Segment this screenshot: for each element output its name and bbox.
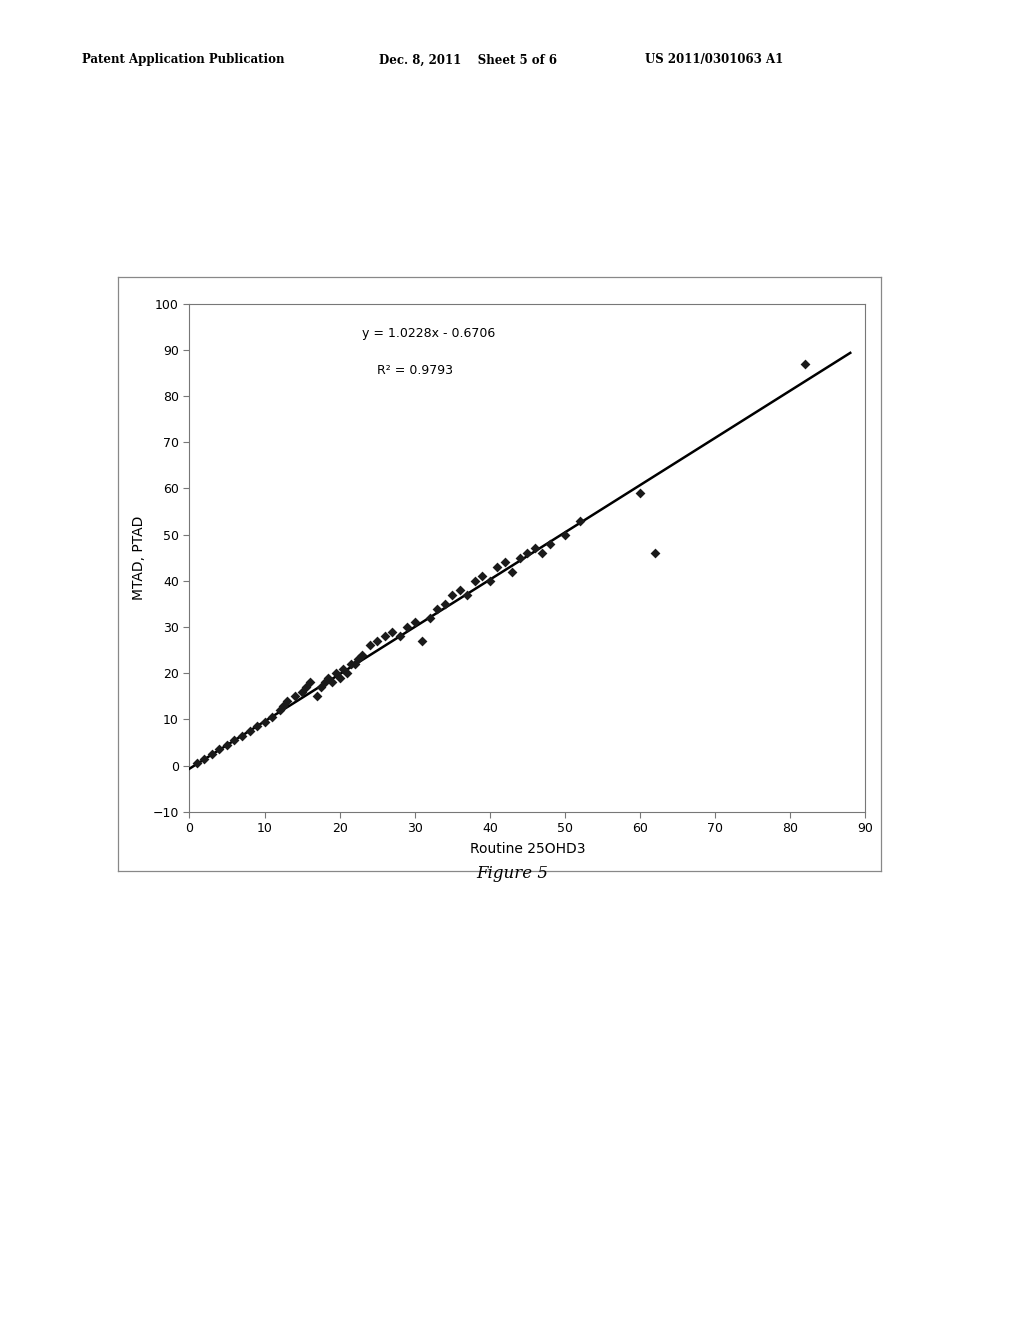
- Point: [384, 622, 400, 643]
- Point: [346, 653, 362, 675]
- Text: Dec. 8, 2011    Sheet 5 of 6: Dec. 8, 2011 Sheet 5 of 6: [379, 53, 557, 66]
- Text: y = 1.0228x - 0.6706: y = 1.0228x - 0.6706: [362, 327, 496, 339]
- Point: [489, 557, 506, 578]
- Point: [452, 579, 468, 601]
- Point: [242, 721, 258, 742]
- Point: [504, 561, 520, 582]
- X-axis label: Routine 25OHD3: Routine 25OHD3: [470, 842, 585, 857]
- Point: [335, 659, 351, 678]
- Point: [436, 594, 453, 615]
- Point: [256, 711, 272, 733]
- Point: [204, 743, 220, 764]
- Point: [219, 734, 236, 755]
- Point: [474, 565, 490, 586]
- Point: [211, 739, 227, 760]
- Point: [361, 635, 378, 656]
- Point: [414, 631, 430, 652]
- Point: [557, 524, 573, 545]
- Point: [343, 653, 359, 675]
- Point: [328, 663, 344, 684]
- Point: [369, 631, 385, 652]
- Point: [271, 700, 288, 721]
- Point: [197, 748, 213, 770]
- Point: [226, 730, 243, 751]
- Point: [287, 686, 303, 708]
- Point: [526, 539, 543, 560]
- Point: [632, 482, 648, 503]
- Point: [249, 715, 265, 737]
- Point: [512, 546, 528, 568]
- Point: [350, 649, 367, 671]
- Point: [264, 706, 281, 727]
- Point: [797, 354, 813, 375]
- Point: [354, 644, 371, 665]
- Point: [467, 570, 483, 591]
- Point: [309, 686, 326, 708]
- Point: [377, 626, 393, 647]
- Point: [444, 583, 461, 605]
- Point: [294, 681, 310, 702]
- Point: [535, 543, 551, 564]
- Point: [429, 598, 445, 619]
- Point: [316, 672, 333, 693]
- Point: [391, 626, 408, 647]
- Point: [647, 543, 664, 564]
- Point: [339, 663, 355, 684]
- Point: [301, 672, 317, 693]
- Point: [312, 676, 329, 697]
- Point: [279, 690, 295, 711]
- Point: [298, 676, 314, 697]
- Point: [332, 668, 348, 689]
- Point: [188, 752, 205, 774]
- Point: [407, 612, 423, 634]
- Text: R² = 0.9793: R² = 0.9793: [377, 364, 454, 376]
- Point: [324, 672, 340, 693]
- Point: [542, 533, 558, 554]
- Point: [321, 668, 337, 689]
- Point: [497, 552, 513, 573]
- Text: Patent Application Publication: Patent Application Publication: [82, 53, 285, 66]
- Point: [399, 616, 416, 638]
- Y-axis label: MTAD, PTAD: MTAD, PTAD: [132, 516, 145, 599]
- Point: [233, 725, 250, 746]
- Text: Figure 5: Figure 5: [476, 865, 548, 882]
- Point: [519, 543, 536, 564]
- Point: [275, 694, 292, 715]
- Text: US 2011/0301063 A1: US 2011/0301063 A1: [645, 53, 783, 66]
- Point: [459, 583, 475, 605]
- Point: [571, 510, 588, 531]
- Point: [481, 570, 498, 591]
- Point: [422, 607, 438, 628]
